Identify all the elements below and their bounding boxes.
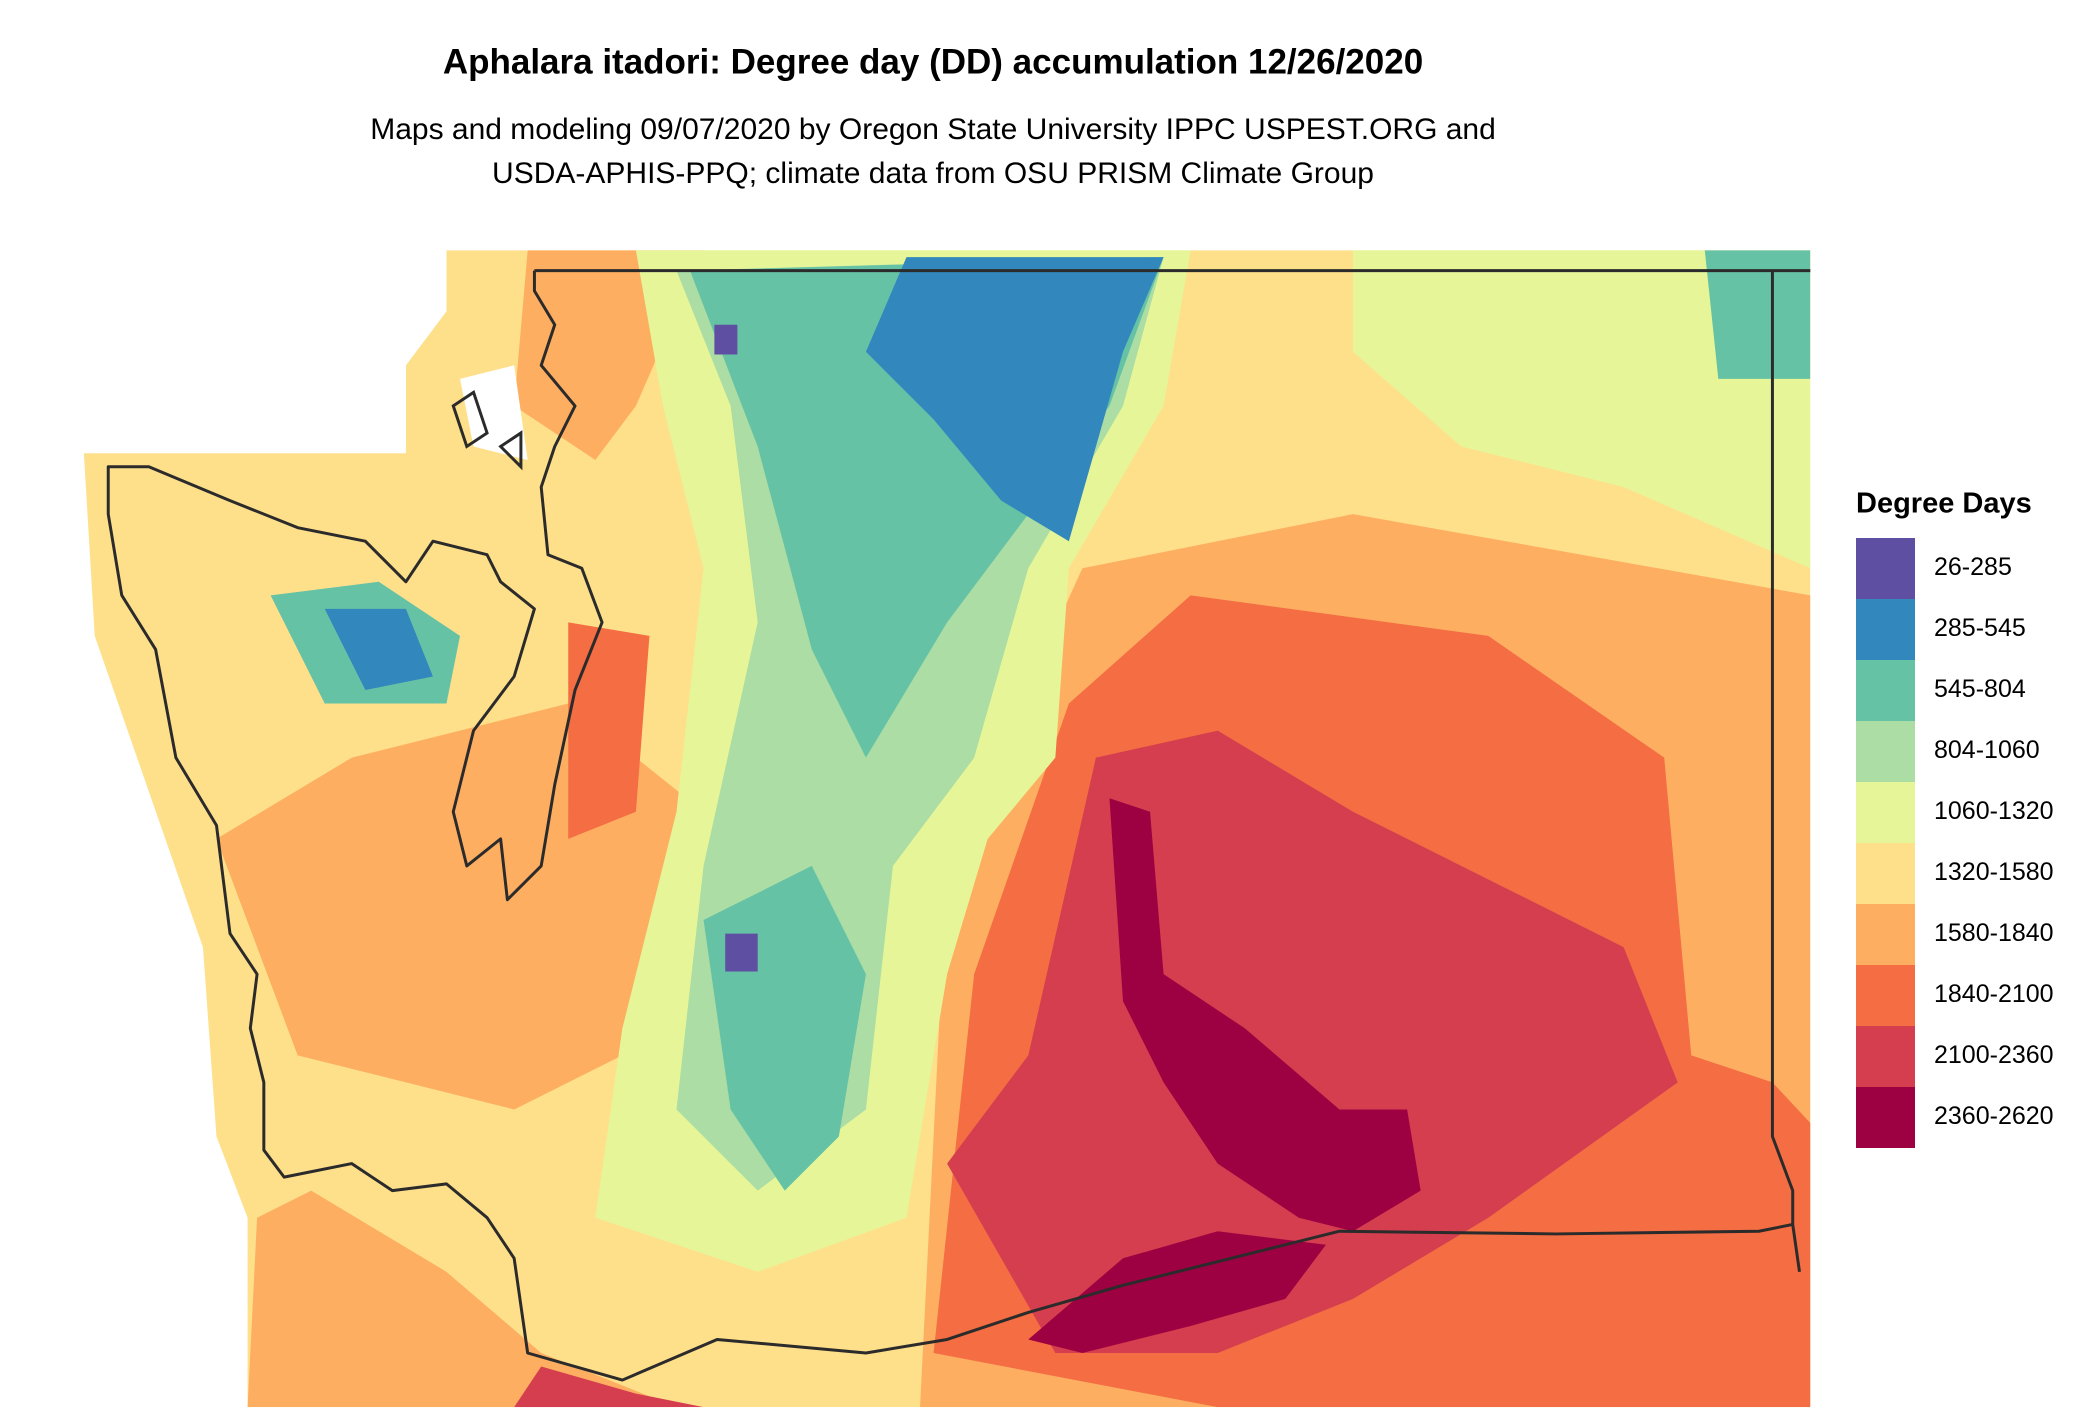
legend-label: 1580-1840 [1934,919,2054,947]
water [460,365,528,461]
raster-zone [1704,250,1811,379]
water [81,250,447,454]
subtitle: USDA-APHIS-PPQ; climate data from OSU PR… [492,157,1374,190]
legend-swatch [1856,538,1915,599]
legend-swatch [1856,843,1915,904]
legend-swatch [1856,965,1915,1026]
raster-zone [1353,250,1811,569]
legend-swatch [1856,660,1915,721]
legend-swatch [1856,721,1915,782]
legend-swatch [1856,1026,1915,1087]
legend-label: 804-1060 [1934,736,2040,764]
legend-swatch [1856,782,1915,843]
raster-zone [247,1190,677,1408]
legend-swatch [1856,599,1915,660]
legend-label: 285-545 [1934,614,2026,642]
legend-label: 2360-2620 [1934,1102,2054,1130]
legend-swatch [1856,904,1915,965]
legend-label: 1060-1320 [1934,797,2054,825]
legend-label: 2100-2360 [1934,1041,2054,1069]
subtitle: Maps and modeling 09/07/2020 by Oregon S… [370,113,1496,146]
state-border [451,390,523,471]
legend-label: 26-285 [1934,553,2012,581]
map [81,250,1811,1408]
raster-zone [324,608,433,691]
raster-zone [1109,798,1421,1232]
state-border [106,269,1811,1382]
legend-label: 1840-2100 [1934,980,2054,1008]
raster-zone [865,257,1164,542]
raster-zone [714,324,738,355]
legend-label: 1320-1580 [1934,858,2054,886]
raster-zone [514,1366,704,1408]
raster-zone [725,933,758,972]
raster-zone [568,622,650,839]
legend-swatch [1856,1087,1915,1148]
raster-zone [1028,1231,1326,1353]
title: Aphalara itadori: Degree day (DD) accumu… [443,42,1423,81]
legend: 26-285 285-545 545-804 804-1060 1060-1320 132… [1856,538,2054,1148]
legend-label: 545-804 [1934,675,2026,703]
legend-title: Degree Days [1856,488,2032,520]
